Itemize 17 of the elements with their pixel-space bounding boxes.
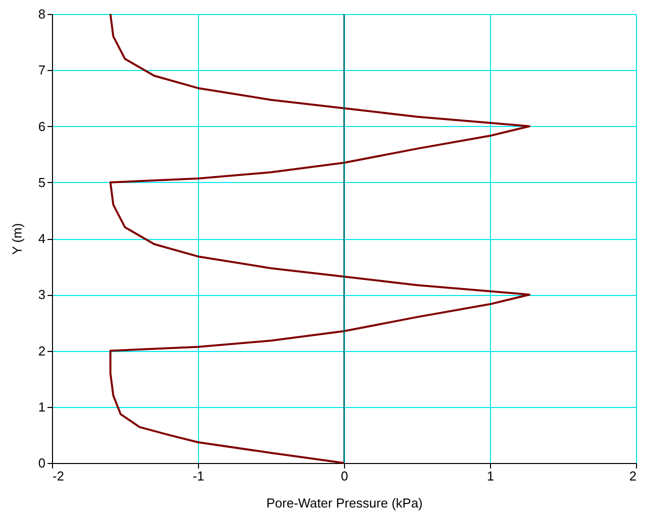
x-tick-label: 1	[486, 468, 494, 484]
y-tick-label: 0	[38, 456, 46, 470]
y-tick-label: 7	[38, 62, 46, 78]
x-tick-label: -2	[52, 468, 64, 484]
y-tick-label: 5	[38, 174, 46, 190]
x-tick-label: 2	[629, 468, 636, 484]
y-axis-title: Y (m)	[9, 223, 24, 255]
y-tick-label: 8	[38, 6, 46, 22]
y-tick-label: 6	[38, 118, 46, 134]
y-tick-label: 4	[38, 231, 46, 246]
line-series	[109, 13, 530, 464]
x-tick-label: 0	[340, 468, 348, 484]
x-axis-title: Pore-Water Pressure (kPa)	[266, 496, 423, 510]
x-tick-label: -1	[192, 468, 204, 484]
y-tick-label: 2	[38, 343, 46, 358]
y-tick-label: 1	[38, 399, 46, 414]
y-tick-label: 3	[38, 287, 46, 302]
